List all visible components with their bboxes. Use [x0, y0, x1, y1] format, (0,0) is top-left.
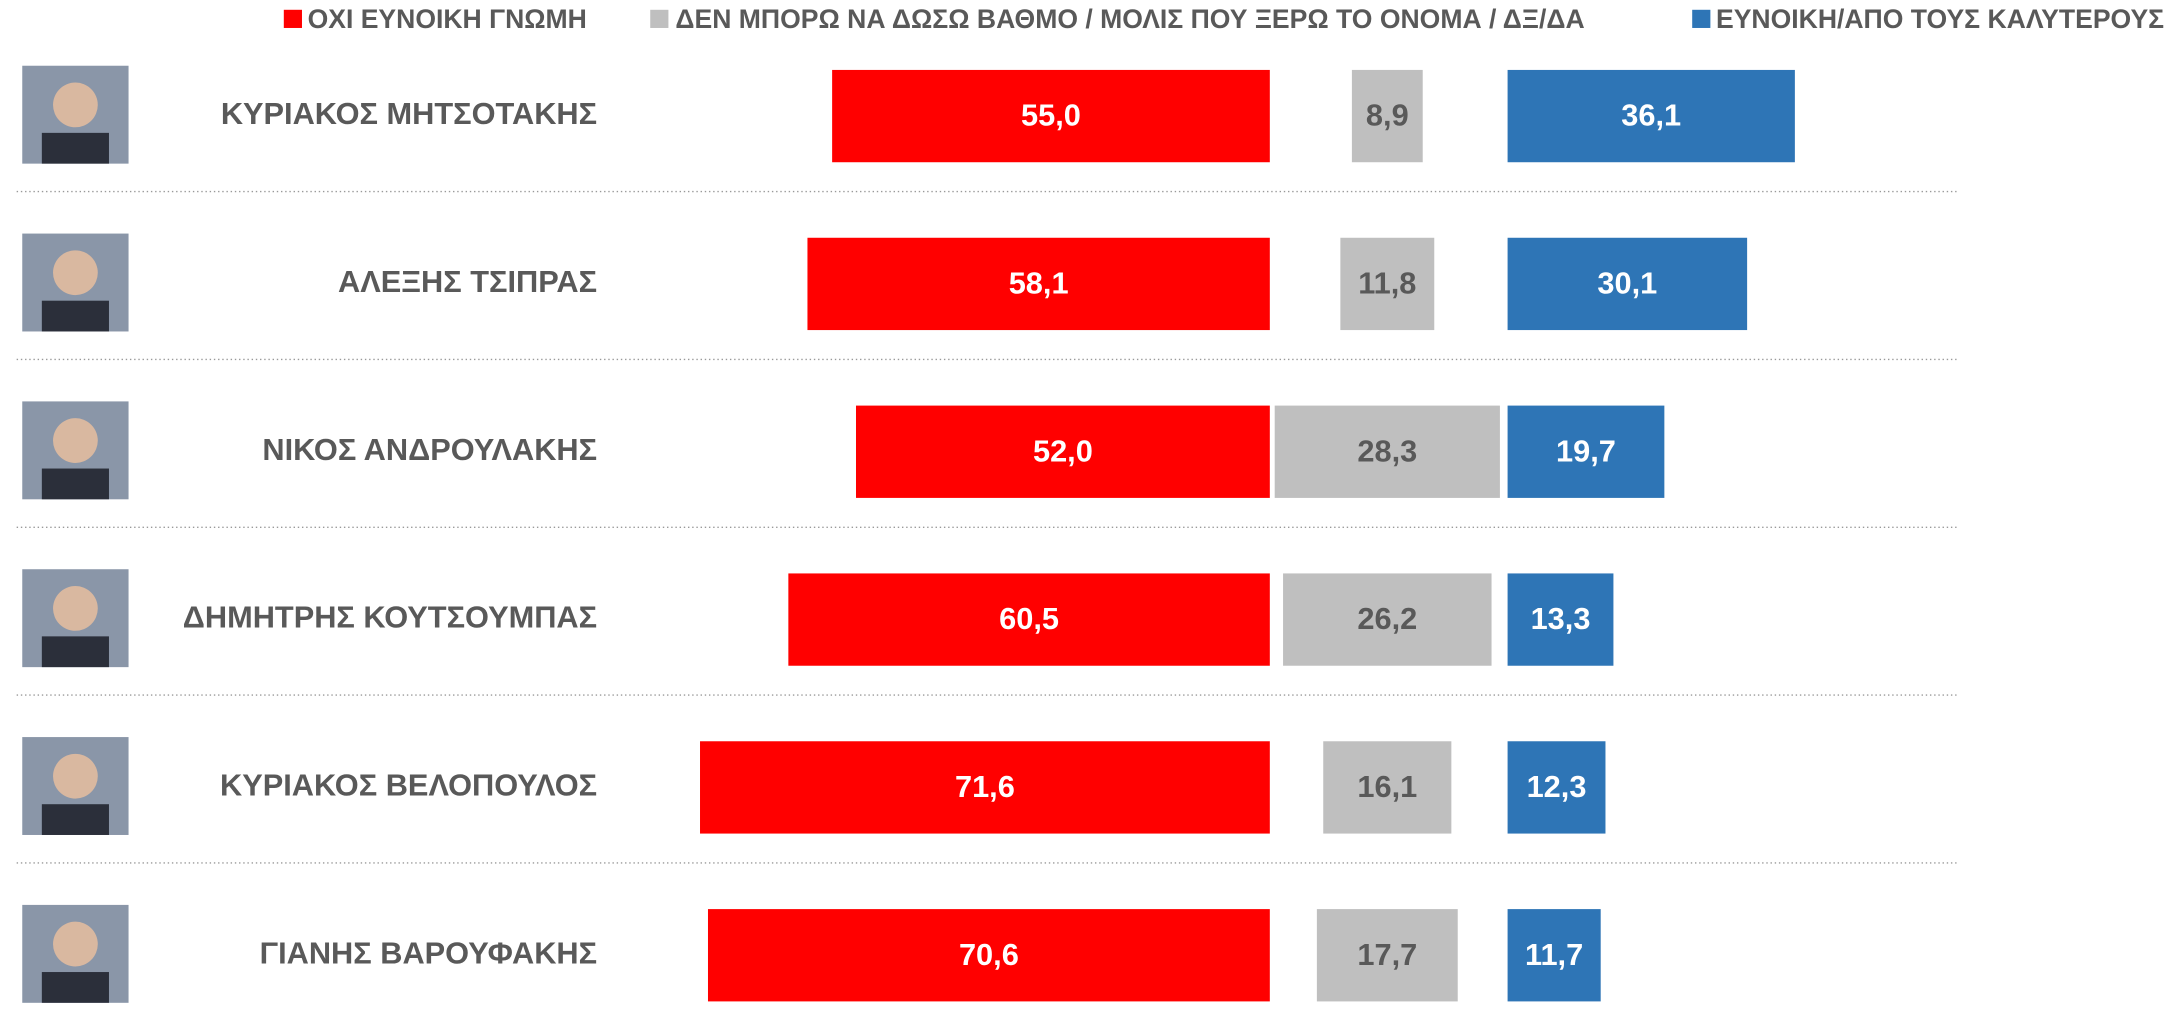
bar	[1507, 69, 1795, 163]
value-label: 52,0	[1033, 433, 1093, 468]
value-label: 11,8	[1358, 265, 1416, 300]
value-label: 8,9	[1366, 98, 1409, 133]
photo-body	[41, 636, 109, 668]
bar	[1283, 573, 1492, 666]
bar	[1323, 741, 1452, 834]
value-label: 16,1	[1357, 769, 1417, 804]
candidate-name: ΚΥΡΙΑΚΟΣ ΜΗΤΣΟΤΑΚΗΣ	[221, 96, 597, 131]
value-label: 36,1	[1621, 98, 1681, 133]
bar	[1340, 237, 1435, 331]
legend-label: ΕΥΝΟΙΚΗ/ΑΠΟ ΤΟΥΣ ΚΑΛΥΤΕΡΟΥΣ	[1716, 4, 2164, 34]
bar	[1507, 573, 1614, 666]
candidate-name: ΓΙΑΝΗΣ ΒΑΡΟΥΦΑΚΗΣ	[260, 935, 597, 970]
bar	[1351, 69, 1423, 163]
candidate-name: ΝΙΚΟΣ ΑΝΔΡΟΥΛΑΚΗΣ	[262, 432, 597, 467]
photo-face	[53, 250, 98, 296]
value-label: 28,3	[1357, 433, 1417, 468]
bar	[1507, 741, 1606, 834]
bar	[807, 237, 1270, 331]
bar	[788, 573, 1270, 666]
bar	[855, 405, 1270, 498]
photos	[22, 65, 129, 1003]
value-label: 71,6	[955, 769, 1015, 804]
value-label: 26,2	[1357, 601, 1417, 636]
photo-body	[41, 972, 109, 1003]
photo-face	[53, 586, 98, 631]
bar	[832, 69, 1270, 163]
value-label: 13,3	[1531, 601, 1591, 636]
photo-face	[53, 921, 98, 967]
value-label: 11,7	[1525, 937, 1583, 972]
value-label: 17,7	[1357, 937, 1417, 972]
photo-face	[53, 753, 98, 799]
candidate-name: ΑΛΕΞΗΣ ΤΣΙΠΡΑΣ	[338, 264, 597, 299]
legend-label: ΔΕΝ ΜΠΟΡΩ ΝΑ ΔΩΣΩ ΒΑΘΜΟ / ΜΟΛΙΣ ΠΟΥ ΞΕΡΩ…	[675, 4, 1584, 34]
value-label: 30,1	[1597, 265, 1657, 300]
photo-body	[41, 468, 109, 500]
bar	[1274, 405, 1500, 498]
bar	[700, 741, 1270, 834]
photo-face	[53, 82, 98, 128]
value-label: 19,7	[1556, 433, 1616, 468]
photo-body	[41, 804, 109, 835]
photo-body	[41, 300, 109, 332]
legend-swatch	[283, 9, 302, 28]
bar	[1507, 405, 1665, 498]
value-label: 60,5	[999, 601, 1059, 636]
photo-body	[41, 132, 109, 164]
candidate-name: ΔΗΜΗΤΡΗΣ ΚΟΥΤΣΟΥΜΠΑΣ	[183, 600, 597, 635]
value-label: 70,6	[959, 937, 1019, 972]
bar	[1316, 909, 1458, 1002]
legend-swatch	[650, 9, 669, 28]
photo-face	[53, 418, 98, 463]
bar	[1507, 237, 1748, 331]
bar	[1507, 909, 1601, 1002]
value-label: 58,1	[1009, 265, 1069, 300]
legend-swatch	[1692, 9, 1711, 28]
legend-label: ΟΧΙ ΕΥΝΟΙΚΗ ΓΝΩΜΗ	[308, 4, 587, 34]
value-label: 55,0	[1021, 98, 1081, 133]
candidate-name: ΚΥΡΙΑΚΟΣ ΒΕΛΟΠΟΥΛΟΣ	[220, 768, 597, 803]
value-label: 12,3	[1527, 769, 1587, 804]
bar	[707, 909, 1270, 1002]
